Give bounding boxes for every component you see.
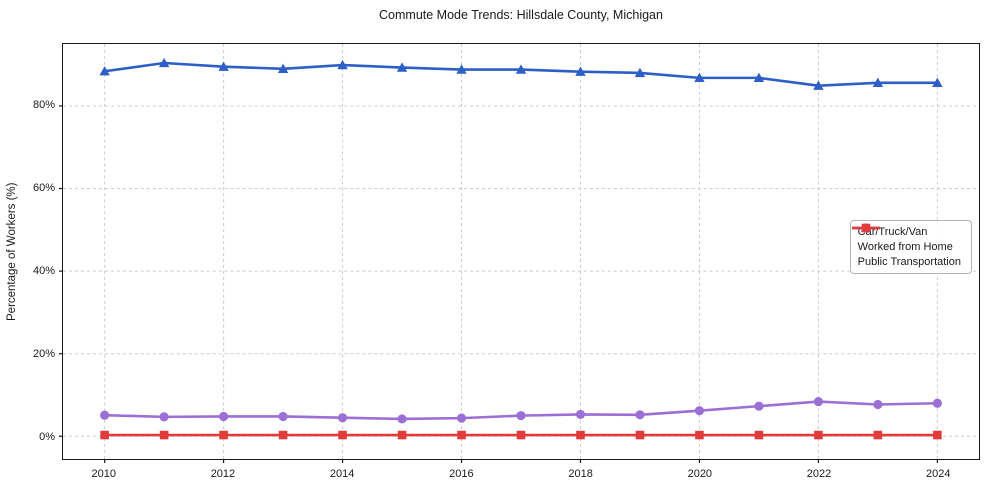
legend-swatch-square-icon	[851, 223, 880, 233]
series-marker	[813, 397, 823, 407]
x-tick-label: 2018	[568, 468, 593, 480]
series-marker	[158, 57, 170, 68]
chart-title: Commute Mode Trends: Hillsdale County, M…	[379, 8, 663, 22]
series-marker	[457, 430, 466, 440]
series-marker	[814, 430, 823, 440]
series-marker	[337, 413, 348, 423]
series-marker	[695, 430, 704, 440]
series-marker	[932, 398, 942, 408]
x-tick-label: 2020	[687, 468, 713, 480]
series-marker	[515, 64, 527, 74]
y-tick-label: 20%	[32, 348, 55, 361]
series-marker	[218, 61, 229, 71]
series-marker	[516, 411, 526, 421]
y-tick-label: 40%	[32, 265, 55, 278]
x-tick-label: 2014	[329, 468, 355, 480]
series-marker	[634, 67, 646, 78]
series-marker	[635, 410, 645, 420]
x-tick-label: 2024	[926, 468, 951, 480]
x-tick-label: 2022	[806, 468, 832, 480]
series-marker	[397, 430, 407, 440]
plot-area: Car/Truck/Van Worked from Home Public Tran…	[59, 43, 980, 463]
x-tick-label: 2012	[210, 468, 236, 480]
y-tick-label: 60%	[32, 182, 55, 195]
series-marker	[219, 430, 228, 440]
series-marker	[813, 80, 824, 90]
series-marker	[575, 409, 586, 419]
series-marker	[754, 401, 764, 411]
series-marker	[100, 410, 110, 420]
y-tick-label: 80%	[32, 99, 55, 112]
series-marker	[278, 430, 288, 440]
series-marker	[100, 430, 109, 440]
series-marker	[575, 66, 586, 76]
chart-canvas	[59, 44, 979, 463]
legend-label: Worked from Home	[857, 241, 953, 253]
series-marker	[278, 411, 288, 422]
series-marker	[576, 430, 585, 440]
series-marker	[753, 72, 765, 83]
series-marker	[396, 62, 408, 72]
legend-item: Public Transportation	[851, 223, 961, 268]
series-marker	[933, 430, 942, 440]
legend-label: Public Transportation	[857, 256, 961, 268]
series-marker	[159, 412, 169, 422]
series-marker	[337, 59, 348, 70]
series-marker	[456, 64, 467, 74]
series-marker	[754, 430, 764, 440]
series-marker	[99, 66, 110, 76]
series-marker	[159, 430, 169, 440]
series-marker	[516, 430, 526, 440]
series-marker	[873, 430, 883, 440]
x-tick-label: 2010	[91, 468, 116, 480]
series-marker	[635, 430, 645, 440]
x-tick-label: 2016	[449, 468, 474, 480]
series-marker	[872, 77, 884, 87]
series-marker	[219, 411, 229, 422]
legend: Car/Truck/Van Worked from Home Public Tran…	[849, 220, 972, 274]
series-marker	[873, 399, 883, 410]
series-marker	[397, 414, 407, 424]
y-tick-label: 0%	[39, 431, 55, 444]
series-marker	[932, 77, 943, 87]
series-marker	[277, 63, 289, 73]
series-marker	[456, 413, 467, 423]
series-marker	[694, 406, 705, 416]
series-marker	[338, 430, 347, 440]
series-marker	[694, 72, 705, 83]
